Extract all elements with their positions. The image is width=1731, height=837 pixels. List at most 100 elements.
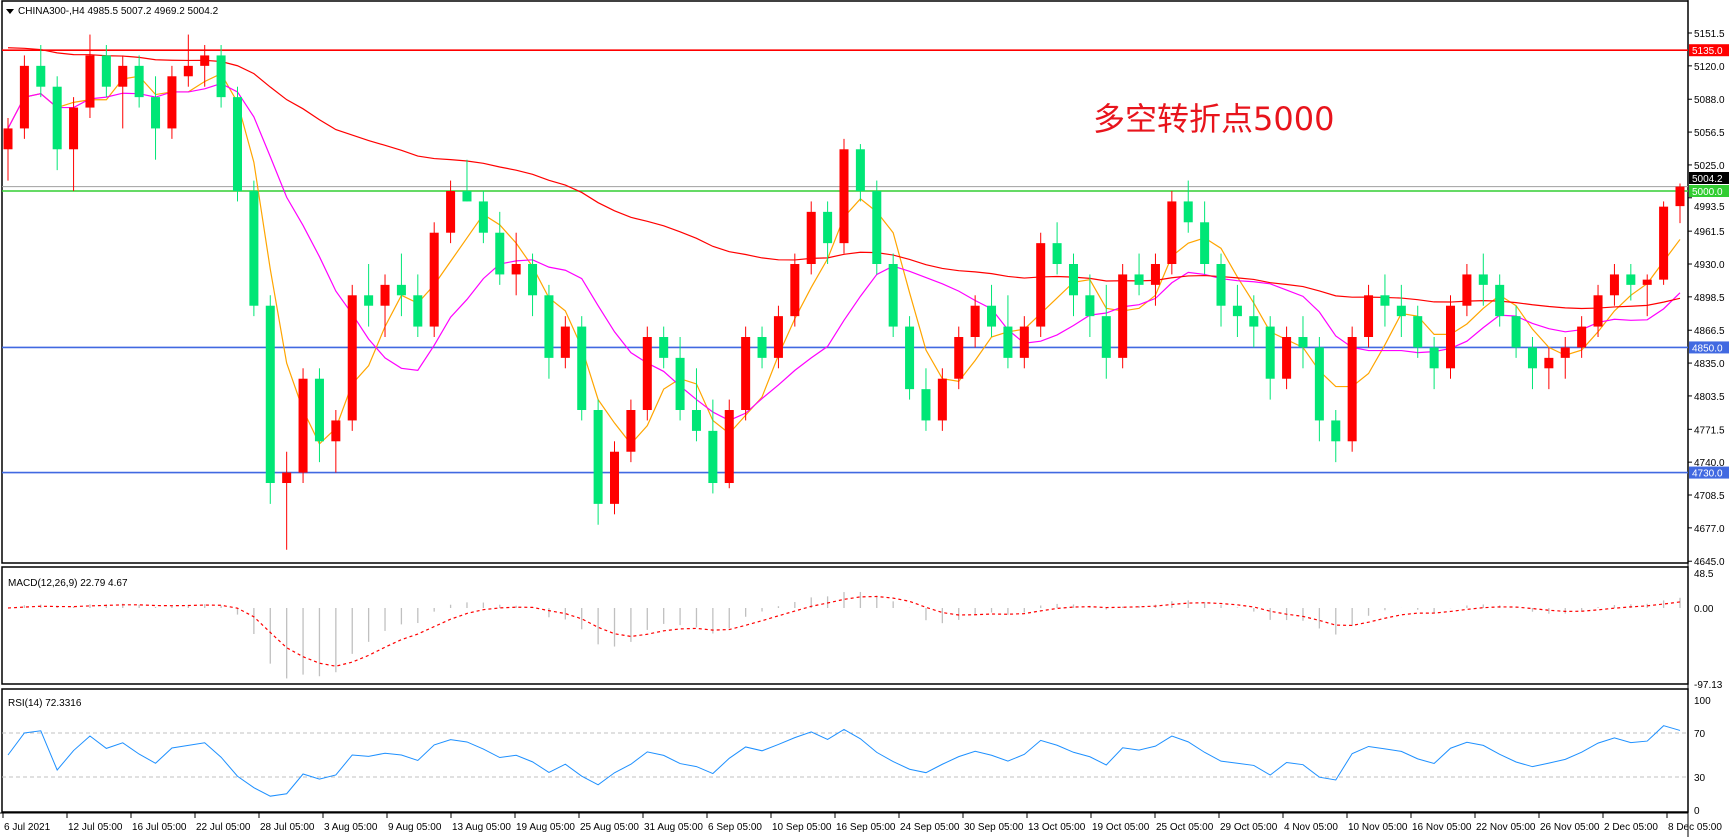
candle-body xyxy=(1019,326,1029,358)
time-tick-label: 4 Nov 05:00 xyxy=(1284,822,1338,833)
candle-body xyxy=(134,65,144,98)
candle-body xyxy=(724,410,734,484)
price-tick-label: 4898.5 xyxy=(1694,293,1725,304)
candle-body xyxy=(839,149,849,244)
candle-body xyxy=(478,201,488,233)
time-tick-label: 28 Jul 05:00 xyxy=(260,822,315,833)
time-tick-label: 3 Aug 05:00 xyxy=(324,822,378,833)
candle-body xyxy=(987,305,997,327)
candle-body xyxy=(1478,274,1488,285)
candle-body xyxy=(610,451,620,504)
candle-body xyxy=(1380,295,1390,306)
candle-body xyxy=(1675,186,1685,207)
candle-body xyxy=(347,295,357,421)
price-tick-label: 5088.0 xyxy=(1694,95,1725,106)
candle-body xyxy=(69,107,79,150)
candle-body xyxy=(249,190,259,306)
price-tick-label: 4803.5 xyxy=(1694,392,1725,403)
time-tick-label: 13 Aug 05:00 xyxy=(452,822,511,833)
time-tick-label: 2 Dec 05:00 xyxy=(1604,822,1658,833)
candle-body xyxy=(380,284,390,306)
candle-body xyxy=(593,410,603,504)
candle-body xyxy=(1396,305,1406,317)
candle-body xyxy=(577,326,587,411)
price-tick-label: 4645.0 xyxy=(1694,557,1725,568)
candle-body xyxy=(790,264,800,317)
level-price-tag xyxy=(1689,466,1729,479)
candle-body xyxy=(970,305,980,338)
candle-body xyxy=(216,55,226,98)
candle-body xyxy=(52,86,62,150)
candle-body xyxy=(773,316,783,358)
candle-body xyxy=(741,337,751,411)
price-tick-label: 5025.0 xyxy=(1694,161,1725,172)
time-tick-label: 19 Aug 05:00 xyxy=(516,822,575,833)
time-tick-label: 12 Jul 05:00 xyxy=(68,822,123,833)
candle-body xyxy=(560,326,570,358)
level-price-label: 5135.0 xyxy=(1692,46,1723,57)
candle-body xyxy=(1462,274,1472,306)
candle-body xyxy=(1101,316,1111,358)
candle-body xyxy=(36,65,46,87)
time-tick-label: 30 Sep 05:00 xyxy=(964,822,1024,833)
candle-body xyxy=(232,97,242,191)
time-tick-label: 25 Aug 05:00 xyxy=(580,822,639,833)
candle-body xyxy=(1429,347,1439,369)
candle-body xyxy=(118,65,128,87)
level-price-label: 4730.0 xyxy=(1692,469,1723,480)
rsi-tick-label: 100 xyxy=(1694,696,1711,707)
candle-body xyxy=(1593,295,1603,327)
candle-body xyxy=(1282,337,1292,379)
candle-body xyxy=(642,337,652,411)
candle-body xyxy=(528,264,538,296)
candle-body xyxy=(1560,347,1570,358)
price-tick-label: 5151.5 xyxy=(1694,29,1725,40)
rsi-line xyxy=(7,725,1681,797)
candle-body xyxy=(806,211,816,265)
level-price-tag xyxy=(1689,341,1729,354)
candle-body xyxy=(1003,326,1013,358)
candle-body xyxy=(413,295,423,327)
candle-body xyxy=(1446,305,1456,369)
candle-body xyxy=(1364,295,1374,338)
candle-body xyxy=(19,65,29,129)
annotation-text: 多空转折点5000 xyxy=(1093,100,1334,138)
time-tick-label: 16 Nov 05:00 xyxy=(1412,822,1472,833)
candle-body xyxy=(265,305,275,484)
rsi-label: RSI(14) 72.3316 xyxy=(8,698,82,709)
candle-body xyxy=(1413,316,1423,348)
candle-body xyxy=(1167,201,1177,265)
macd-tick-label: 0.00 xyxy=(1694,604,1714,615)
candle-body xyxy=(872,190,882,265)
level-price-label: 4850.0 xyxy=(1692,343,1723,354)
pane-frame xyxy=(1,688,1689,813)
candle-body xyxy=(708,430,718,484)
candle-body xyxy=(1298,337,1308,348)
last-price-label: 5004.2 xyxy=(1692,174,1723,185)
candle-body xyxy=(1134,274,1144,285)
time-tick-label: 8 Dec 05:00 xyxy=(1668,822,1722,833)
candle-body xyxy=(396,284,406,296)
candle-body xyxy=(659,337,669,358)
candle-body xyxy=(364,295,374,306)
candle-body xyxy=(1265,326,1275,379)
candle-body xyxy=(314,378,324,442)
time-tick-label: 13 Oct 05:00 xyxy=(1028,822,1086,833)
candle-body xyxy=(921,389,931,421)
candle-body xyxy=(1577,326,1587,348)
price-tick-label: 4771.5 xyxy=(1694,425,1725,436)
candle-body xyxy=(101,55,111,87)
time-tick-label: 22 Jul 05:00 xyxy=(196,822,251,833)
price-tick-label: 4740.0 xyxy=(1694,458,1725,469)
time-tick-label: 24 Sep 05:00 xyxy=(900,822,960,833)
candle-body xyxy=(1052,243,1062,265)
macd-label: MACD(12,26,9) 22.79 4.67 xyxy=(8,578,128,589)
candle-body xyxy=(183,65,193,77)
candle-body xyxy=(675,357,685,411)
triangle-down-icon[interactable] xyxy=(6,9,14,14)
candle-body xyxy=(1511,316,1521,348)
price-tick-label: 4961.5 xyxy=(1694,227,1725,238)
rsi-tick-label: 0 xyxy=(1694,806,1700,817)
candle-body xyxy=(1118,274,1128,358)
